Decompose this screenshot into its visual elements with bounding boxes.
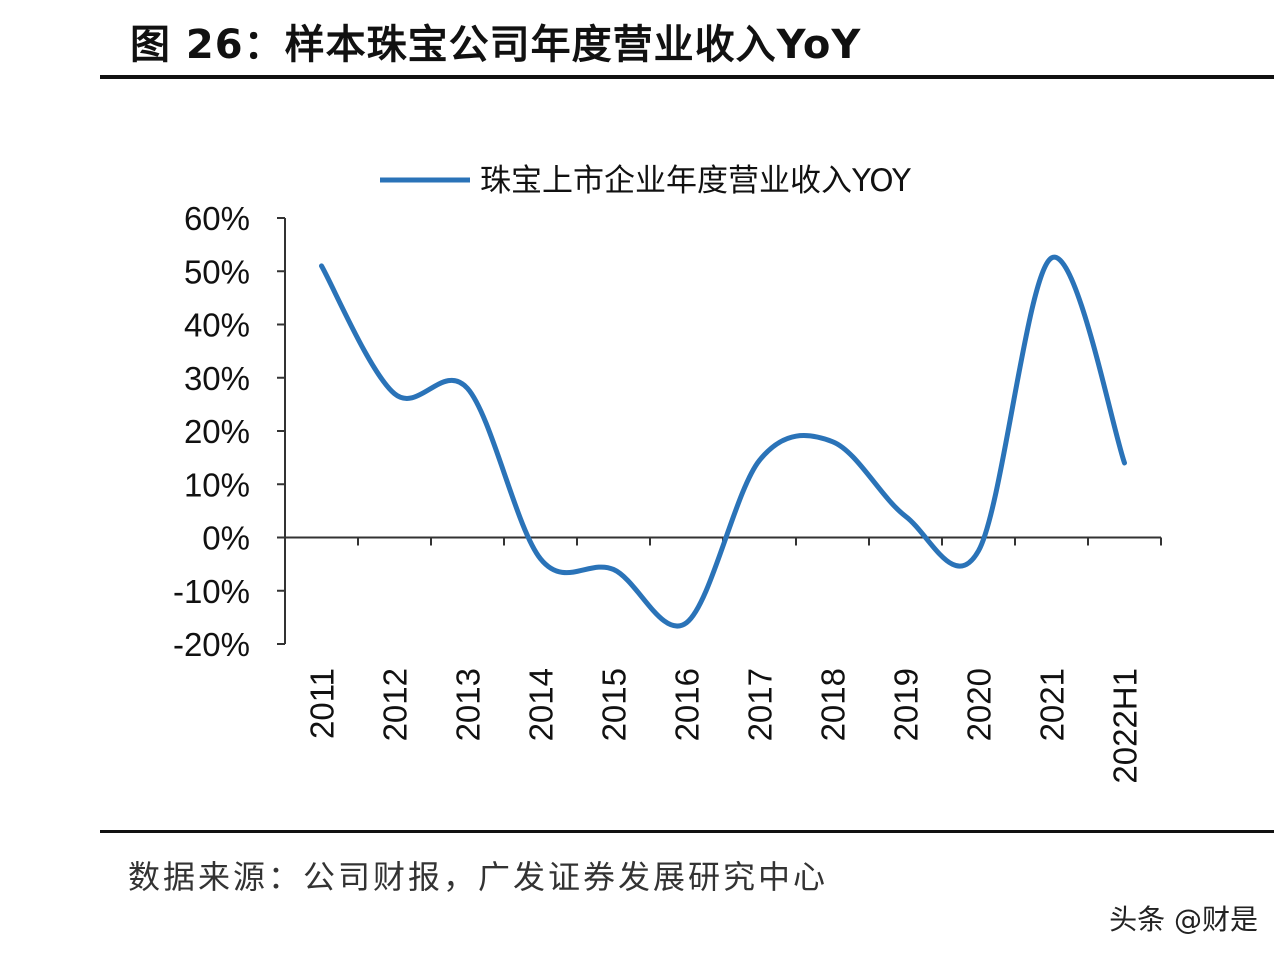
y-tick-label: -10% <box>173 573 250 610</box>
x-tick-label: 2021 <box>1034 668 1071 741</box>
x-tick-label: 2012 <box>377 668 414 741</box>
figure-title: 图 26：样本珠宝公司年度营业收入YoY <box>130 22 862 68</box>
bottom-rule <box>100 830 1274 833</box>
y-tick-label: -20% <box>173 626 250 663</box>
x-tick-label: 2022H1 <box>1107 668 1144 784</box>
x-tick-label: 2019 <box>888 668 925 741</box>
x-tick-label: 2018 <box>815 668 852 741</box>
y-tick-label: 0% <box>202 520 250 557</box>
watermark: 头条 @财是 <box>1109 903 1258 936</box>
source-note: 数据来源：公司财报，广发证券发展研究中心 <box>128 858 829 896</box>
x-tick-label: 2011 <box>304 668 341 739</box>
y-tick-label: 60% <box>184 200 250 237</box>
series-line <box>319 254 1127 629</box>
top-rule <box>100 75 1274 79</box>
x-tick-label: 2016 <box>669 668 706 741</box>
legend: 珠宝上市企业年度营业收入YOY <box>380 163 911 199</box>
y-tick-label: 40% <box>184 307 250 344</box>
x-tick-label: 2013 <box>450 668 487 741</box>
y-tick-label: 10% <box>184 466 250 503</box>
y-tick-label: 50% <box>184 253 250 290</box>
x-tick-label: 2017 <box>742 668 779 741</box>
x-tick-label: 2014 <box>523 668 560 741</box>
y-tick-label: 20% <box>184 413 250 450</box>
x-tick-label: 2015 <box>596 668 633 741</box>
legend-label: 珠宝上市企业年度营业收入YOY <box>480 163 911 199</box>
x-tick-label: 2020 <box>961 668 998 741</box>
y-tick-label: 30% <box>184 360 250 397</box>
